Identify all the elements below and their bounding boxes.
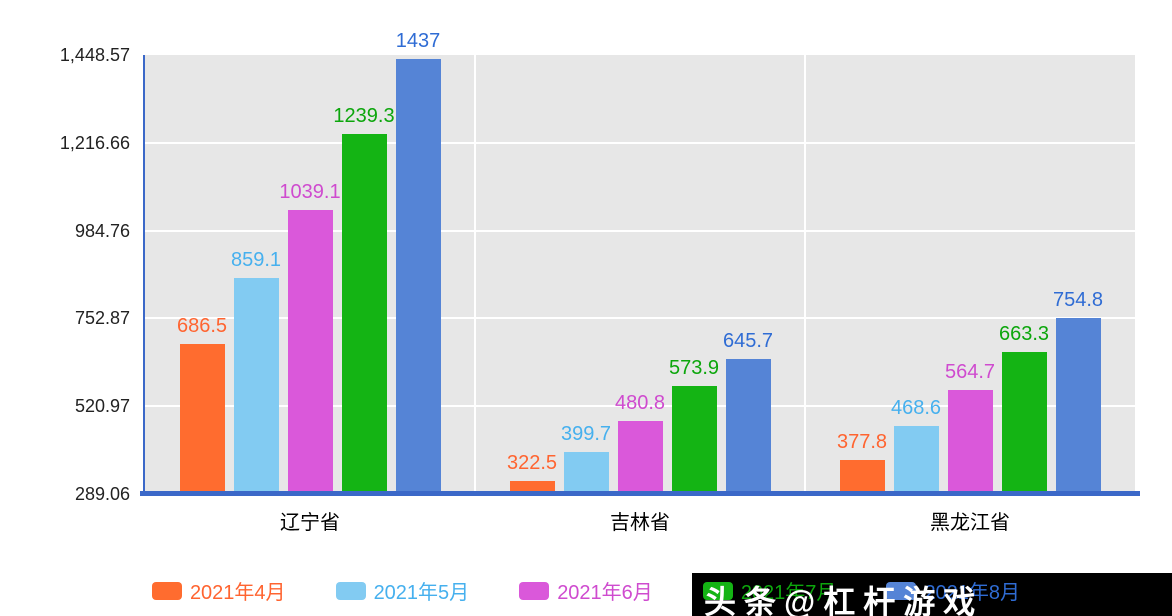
y-axis-tick-label: 1,448.57 [59, 45, 130, 65]
legend-label: 2021年5月 [373, 582, 470, 604]
plot-area: 686.5 859.1 1039.1 1239.3 1437 322.5 399.7 480.… [145, 30, 1135, 494]
bar [509, 481, 555, 494]
x-axis-category-label: 吉林省 [610, 512, 670, 534]
legend-swatch-icon [702, 581, 733, 600]
bar [233, 278, 279, 494]
bar [341, 134, 387, 494]
y-axis-line [143, 55, 145, 494]
bar-value-label: 468.6 [890, 397, 942, 420]
bar [725, 358, 771, 494]
bar [287, 210, 333, 494]
v-gridline [804, 55, 806, 494]
legend-label: 2021年4月 [189, 582, 286, 604]
watermark-text: 头条@杠杆游戏 [704, 584, 984, 616]
watermark-background [692, 573, 1172, 616]
bar [617, 421, 663, 494]
h-gridline [145, 405, 1135, 408]
legend-swatch-icon [151, 581, 182, 600]
bar-value-label: 1437 [395, 30, 441, 53]
bar-value-label: 859.1 [230, 249, 282, 272]
bar-value-label: 663.3 [998, 323, 1050, 346]
bar [671, 386, 717, 494]
y-axis-tick-label: 520.97 [74, 396, 130, 417]
legend-item: 2021年5月 [335, 576, 470, 605]
y-axis-tick-label: 984.76 [74, 220, 130, 241]
legend-swatch-icon [519, 581, 550, 600]
bar-value-label: 754.8 [1052, 288, 1104, 311]
legend-item: 2021年4月 [151, 576, 286, 605]
x-axis-category-label: 黑龙江省 [930, 512, 1010, 534]
y-axis-tick-label: 752.87 [74, 308, 130, 329]
legend-label: 2021年8月 [924, 582, 1021, 604]
bar-value-label: 645.7 [722, 329, 774, 352]
bar-value-label: 480.8 [614, 392, 666, 415]
legend-swatch-icon [335, 581, 366, 600]
bar-value-label: 1039.1 [279, 181, 341, 204]
bar-value-label: 399.7 [560, 423, 612, 446]
legend-item: 2021年8月 [886, 576, 1020, 605]
y-axis-tick-label: 289.06 [74, 484, 130, 504]
bar [839, 460, 885, 494]
v-gridline [474, 55, 476, 494]
bar [947, 389, 993, 494]
x-axis-category-label: 辽宁省 [280, 512, 340, 534]
legend: 2021年4月 2021年5月 2021年6月 2021年7月 2021年8月 [0, 576, 1172, 605]
legend-label: 2021年7月 [740, 582, 837, 604]
bar [1001, 352, 1047, 494]
bar-value-label: 686.5 [176, 314, 228, 337]
bar-value-label: 564.7 [944, 360, 996, 383]
bar-value-label: 1239.3 [333, 105, 395, 128]
bar [395, 59, 441, 494]
bar [893, 426, 939, 494]
bar [179, 343, 225, 494]
h-gridline [145, 317, 1135, 320]
x-axis-line [140, 491, 1140, 496]
legend-item: 2021年6月 [519, 576, 653, 605]
h-gridline [145, 229, 1135, 232]
legend-label: 2021年6月 [557, 582, 653, 604]
bar [563, 452, 609, 494]
legend-swatch-icon [886, 581, 917, 600]
y-axis-tick-label: 1,216.66 [59, 132, 130, 153]
bar-value-label: 573.9 [668, 357, 720, 380]
bar-value-label: 377.8 [836, 431, 888, 454]
legend-item: 2021年7月 [702, 576, 837, 605]
h-gridline [145, 141, 1135, 144]
bar-value-label: 322.5 [506, 452, 558, 475]
bar [1055, 317, 1101, 494]
